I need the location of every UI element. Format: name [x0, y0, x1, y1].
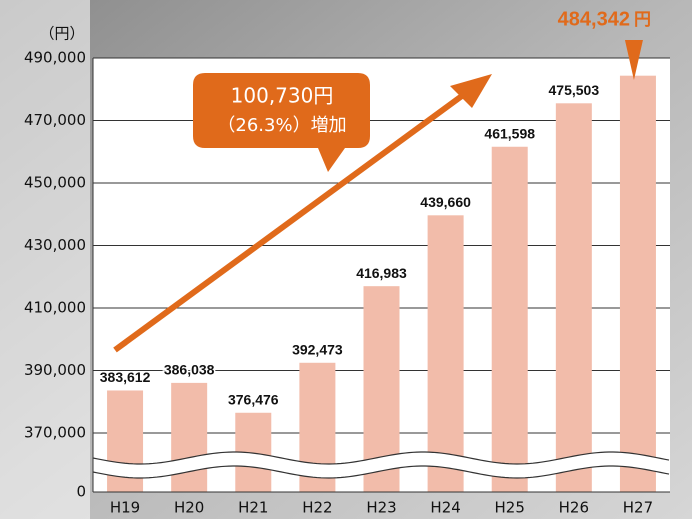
- x-tick-label: H21: [238, 499, 268, 517]
- x-tick-label: H24: [430, 499, 460, 517]
- x-tick-label: H19: [110, 499, 140, 517]
- x-tick-label: H23: [366, 499, 396, 517]
- value-label: 383,612: [100, 369, 151, 385]
- y-tick-label: 0: [76, 483, 86, 501]
- value-label: 392,473: [292, 341, 343, 357]
- value-label: 475,503: [549, 82, 600, 98]
- y-tick-label: 390,000: [24, 361, 86, 379]
- y-tick-label: 470,000: [24, 111, 86, 129]
- chart: （円） 0 370,000 390,000 410,000 430,000 450,000…: [0, 0, 692, 519]
- bar: [556, 103, 592, 492]
- annotation: 100,730円: [231, 84, 334, 108]
- bar: [428, 215, 464, 492]
- y-tick-label: 410,000: [24, 299, 86, 317]
- bar: [620, 76, 656, 492]
- value-label: 439,660: [420, 194, 471, 210]
- highlight-value-label: 484,342: [558, 8, 630, 30]
- x-tick-label: H27: [623, 499, 653, 517]
- bar: [171, 383, 207, 492]
- y-tick-label: 490,000: [24, 49, 86, 67]
- y-tick-label: 450,000: [24, 174, 86, 192]
- value-label: 376,476: [228, 391, 279, 407]
- bar: [492, 147, 528, 492]
- x-tick-label: H22: [302, 499, 332, 517]
- value-label: 386,038: [164, 362, 215, 378]
- y-tick-label: 430,000: [24, 236, 86, 254]
- highlight-unit: 円: [634, 10, 651, 30]
- y-tick-label: 370,000: [24, 424, 86, 442]
- value-label: 416,983: [356, 265, 407, 281]
- x-tick-label: H25: [495, 499, 525, 517]
- annotation: （26.3%）増加: [217, 115, 346, 136]
- value-label: 461,598: [484, 125, 535, 141]
- unit-label: （円）: [39, 25, 84, 43]
- x-tick-label: H26: [559, 499, 589, 517]
- x-tick-label: H20: [174, 499, 204, 517]
